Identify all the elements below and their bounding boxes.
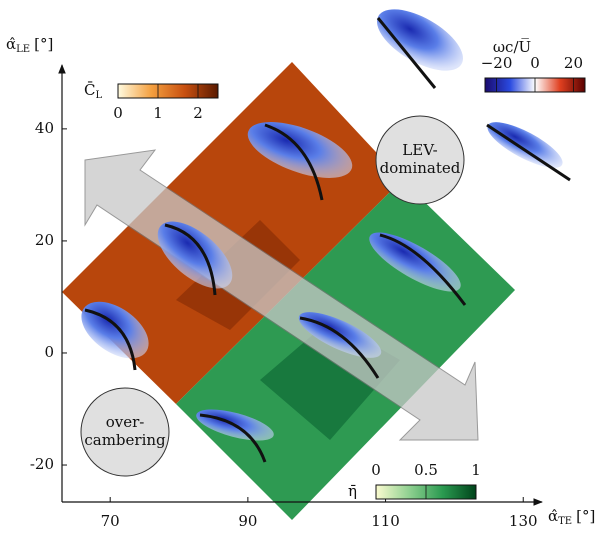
colorbar-tick-label: 20 bbox=[564, 54, 583, 72]
colorbar-symbol: η̄ bbox=[348, 482, 357, 500]
colorbar-tick-label: −20 bbox=[481, 54, 513, 72]
y-tick-label: 40 bbox=[35, 119, 54, 137]
trend-arrow bbox=[84, 149, 479, 441]
colorbar-tick-label: 1 bbox=[471, 461, 481, 479]
y-axis-label: α̂LE [°] bbox=[6, 35, 53, 55]
colorbar-tick-label: 1 bbox=[153, 104, 163, 122]
x-tick-label: 110 bbox=[371, 512, 400, 530]
snapshots bbox=[81, 9, 571, 463]
colorbar-tick-label: 0 bbox=[113, 104, 123, 122]
colorbar-tick-label: 2 bbox=[193, 104, 203, 122]
annotation: dominated bbox=[380, 159, 461, 177]
colorbar-symbol: C̄ bbox=[84, 81, 95, 99]
colorbar-sub: L bbox=[95, 90, 102, 101]
x-tick-label: 70 bbox=[101, 512, 120, 530]
y-tick-label: -20 bbox=[30, 455, 54, 473]
colorbar-label: ωc/U̅ bbox=[493, 37, 531, 56]
x-tick-label: 130 bbox=[509, 512, 538, 530]
x-axis-label: α̂TE [°] bbox=[548, 507, 595, 527]
colorbar-label: η̄ bbox=[348, 482, 357, 500]
annotation-circle bbox=[375, 115, 465, 205]
y-tick-label: 20 bbox=[35, 231, 54, 249]
y-tick-label: 0 bbox=[44, 343, 54, 361]
x-tick-label: 90 bbox=[238, 512, 257, 530]
annotation-circle bbox=[80, 387, 170, 477]
colorbar-symbol: ωc/U̅ bbox=[493, 37, 531, 56]
colorbar-tick-label: 0.5 bbox=[414, 461, 438, 479]
colorbar bbox=[117, 83, 219, 99]
colorbar-tick-label: 0 bbox=[530, 54, 540, 72]
annotation: LEV- bbox=[402, 141, 437, 159]
colorbar-label: C̄L bbox=[84, 81, 102, 101]
colorbar-tick-label: 0 bbox=[371, 461, 381, 479]
annotation: cambering bbox=[84, 431, 166, 449]
annotation: over- bbox=[106, 413, 145, 431]
